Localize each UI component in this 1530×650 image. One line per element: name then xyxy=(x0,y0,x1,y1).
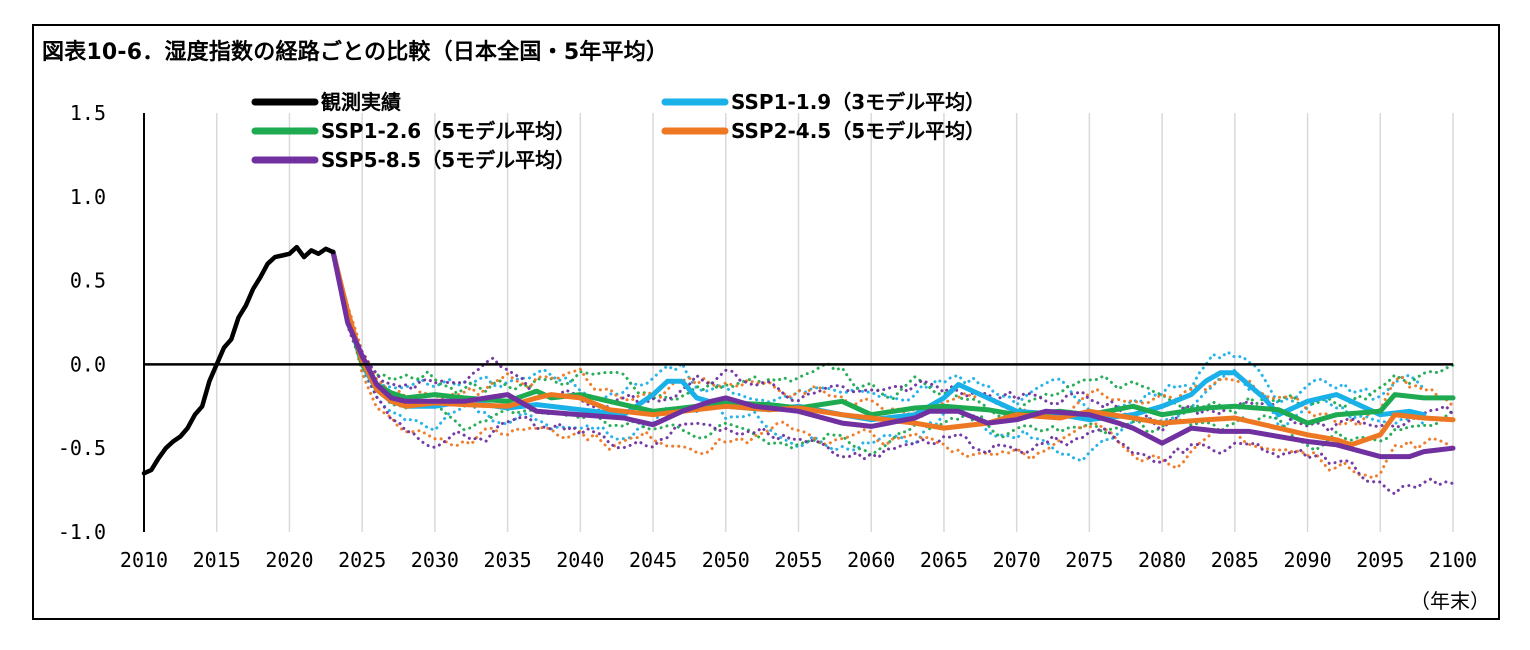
series-line xyxy=(330,249,1456,426)
x-tick-label: 2030 xyxy=(411,548,459,572)
legend-label: SSP5-8.5（5モデル平均） xyxy=(321,148,575,172)
series-line xyxy=(330,249,1456,460)
model-dotted-line xyxy=(331,250,1455,496)
x-tick-label: 2050 xyxy=(702,548,750,572)
x-unit-label: （年末） xyxy=(1410,589,1490,613)
legend: 観測実績 SSP1-1.9（3モデル平均） SSP1-2.6（5モデル平均） SSP2… xyxy=(251,90,985,172)
x-tick-label: 2080 xyxy=(1138,548,1186,572)
model-dotted-line xyxy=(331,250,1455,480)
chart-title: 図表10-6．湿度指数の経路ごとの比較（日本全国・5年平均） xyxy=(42,40,669,65)
x-tick-label: 2045 xyxy=(629,548,677,572)
model-dotted-lines xyxy=(331,250,1455,496)
x-tick-label: 2060 xyxy=(847,548,895,572)
x-tick-label: 2025 xyxy=(338,548,386,572)
x-tick-label: 2040 xyxy=(556,548,604,572)
grid-lines xyxy=(215,113,1454,532)
model-dotted-line xyxy=(331,250,1455,458)
chart-frame xyxy=(32,24,1500,620)
y-tick-label: 1.5 xyxy=(70,101,106,125)
x-tick-label: 2085 xyxy=(1211,548,1259,572)
legend-label: SSP1-1.9（3モデル平均） xyxy=(731,90,985,114)
y-tick-label: 0.0 xyxy=(70,352,106,376)
y-tick-label: 1.0 xyxy=(70,185,106,209)
x-tick-label: 2090 xyxy=(1283,548,1331,572)
x-tick-labels: 2010 2015 2020 2025 2030 2035 2040 2045 2050 2055… xyxy=(120,548,1477,572)
model-dotted-line xyxy=(331,250,1455,420)
x-tick-label: 2015 xyxy=(193,548,241,572)
x-tick-label: 2095 xyxy=(1356,548,1404,572)
series-line xyxy=(141,244,336,476)
y-tick-label: -0.5 xyxy=(58,436,106,460)
legend-label: 観測実績 xyxy=(321,90,401,114)
model-dotted-line xyxy=(331,250,1426,418)
x-tick-label: 2010 xyxy=(120,548,168,572)
x-tick-label: 2100 xyxy=(1429,548,1477,572)
y-tick-label: 0.5 xyxy=(70,269,106,293)
x-tick-label: 2020 xyxy=(265,548,313,572)
x-tick-label: 2070 xyxy=(993,548,1041,572)
legend-label: SSP2-4.5（5モデル平均） xyxy=(731,119,985,143)
series-lines xyxy=(141,244,1456,476)
y-tick-labels: 1.5 1.0 0.5 0.0 -0.5 -1.0 xyxy=(58,101,106,544)
y-tick-label: -1.0 xyxy=(58,520,106,544)
x-tick-label: 2035 xyxy=(484,548,532,572)
x-tick-label: 2075 xyxy=(1065,548,1113,572)
x-tick-label: 2055 xyxy=(774,548,822,572)
model-dotted-line xyxy=(331,250,1455,429)
x-tick-label: 2065 xyxy=(920,548,968,572)
legend-label: SSP1-2.6（5モデル平均） xyxy=(321,119,575,143)
